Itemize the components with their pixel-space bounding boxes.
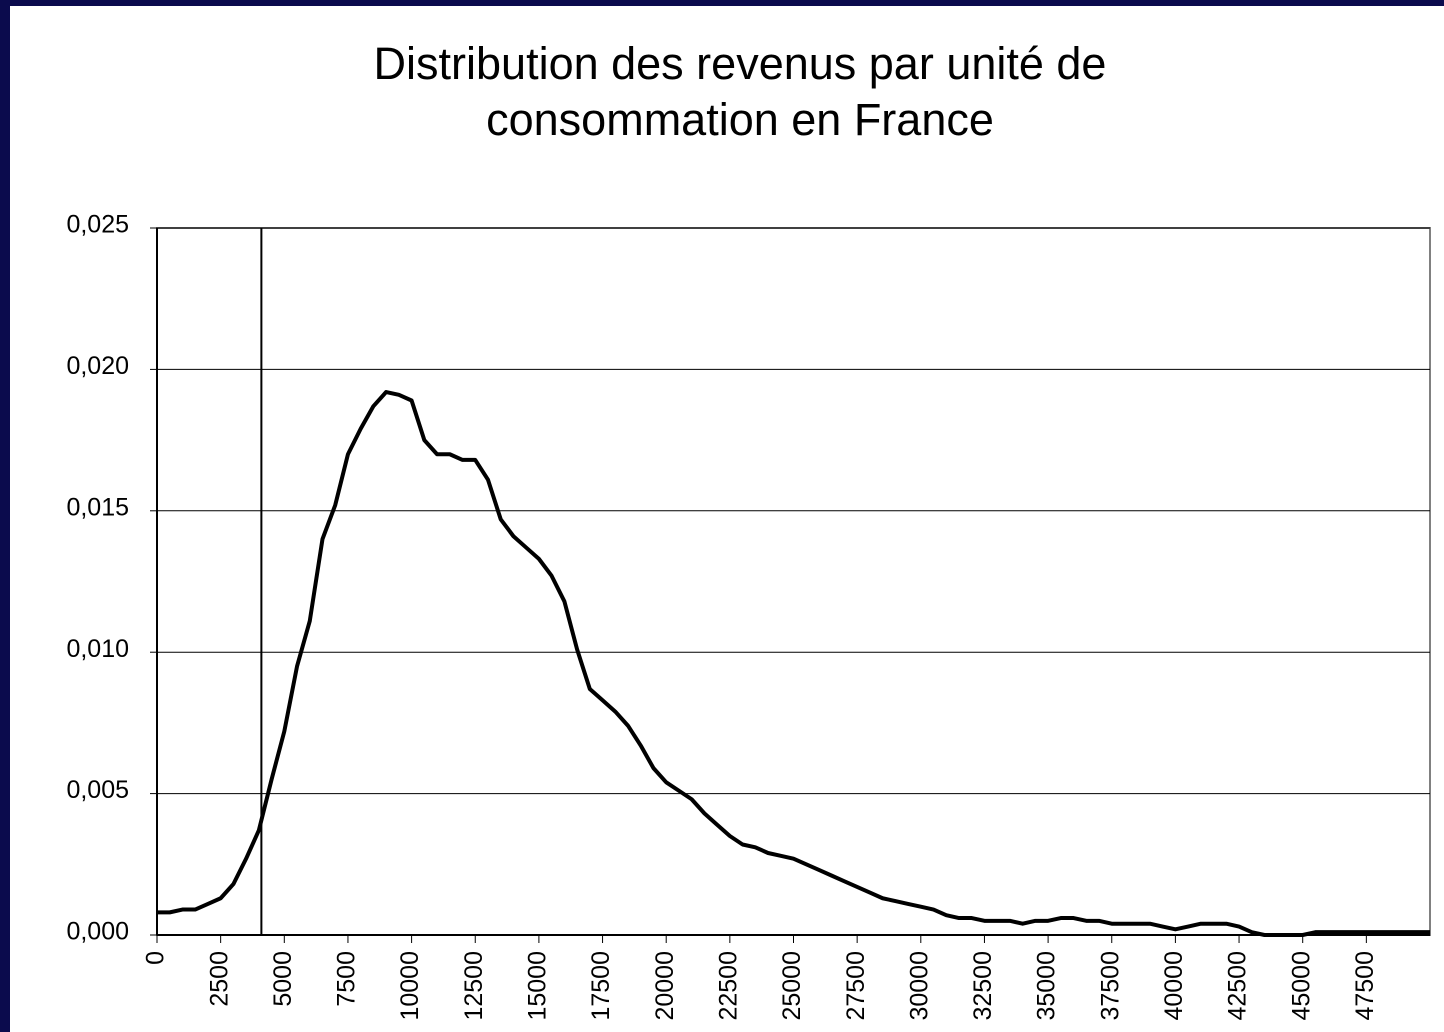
x-tick-label: 22500: [714, 951, 742, 1021]
x-tick-label: 0: [142, 951, 170, 965]
x-tick-label: 30000: [905, 951, 933, 1021]
y-tick-label: 0,025: [66, 211, 129, 239]
chart-title: Distribution des revenus par unité de co…: [373, 38, 1107, 145]
y-tick-label: 0,005: [66, 776, 129, 804]
x-tick-label: 37500: [1096, 951, 1124, 1021]
y-tick-label: 0,020: [66, 352, 129, 380]
x-tick-label: 17500: [587, 951, 615, 1021]
x-tick-label: 47500: [1351, 951, 1379, 1021]
x-tick-label: 40000: [1160, 951, 1188, 1021]
x-tick-label: 5000: [269, 951, 297, 1007]
x-tick-label: 2500: [205, 951, 233, 1007]
x-tick-label: 10000: [396, 951, 424, 1021]
plot-area: [156, 227, 1431, 936]
x-tick-label: 32500: [969, 951, 997, 1021]
y-tick-label: 0,010: [66, 635, 129, 663]
x-tick-label: 20000: [651, 951, 679, 1021]
y-tick-label: 0,000: [66, 918, 129, 946]
x-tick-label: 45000: [1287, 951, 1315, 1021]
x-tick-label: 42500: [1224, 951, 1252, 1021]
x-tick-label: 25000: [778, 951, 806, 1021]
x-tick-label: 7500: [333, 951, 361, 1007]
x-tick-label: 35000: [1033, 951, 1061, 1021]
line-series: [157, 390, 1430, 937]
x-tick-label: 27500: [842, 951, 870, 1021]
y-tick-label: 0,015: [66, 493, 129, 521]
x-tick-label: 12500: [460, 951, 488, 1021]
x-tick-label: 15000: [524, 951, 552, 1021]
